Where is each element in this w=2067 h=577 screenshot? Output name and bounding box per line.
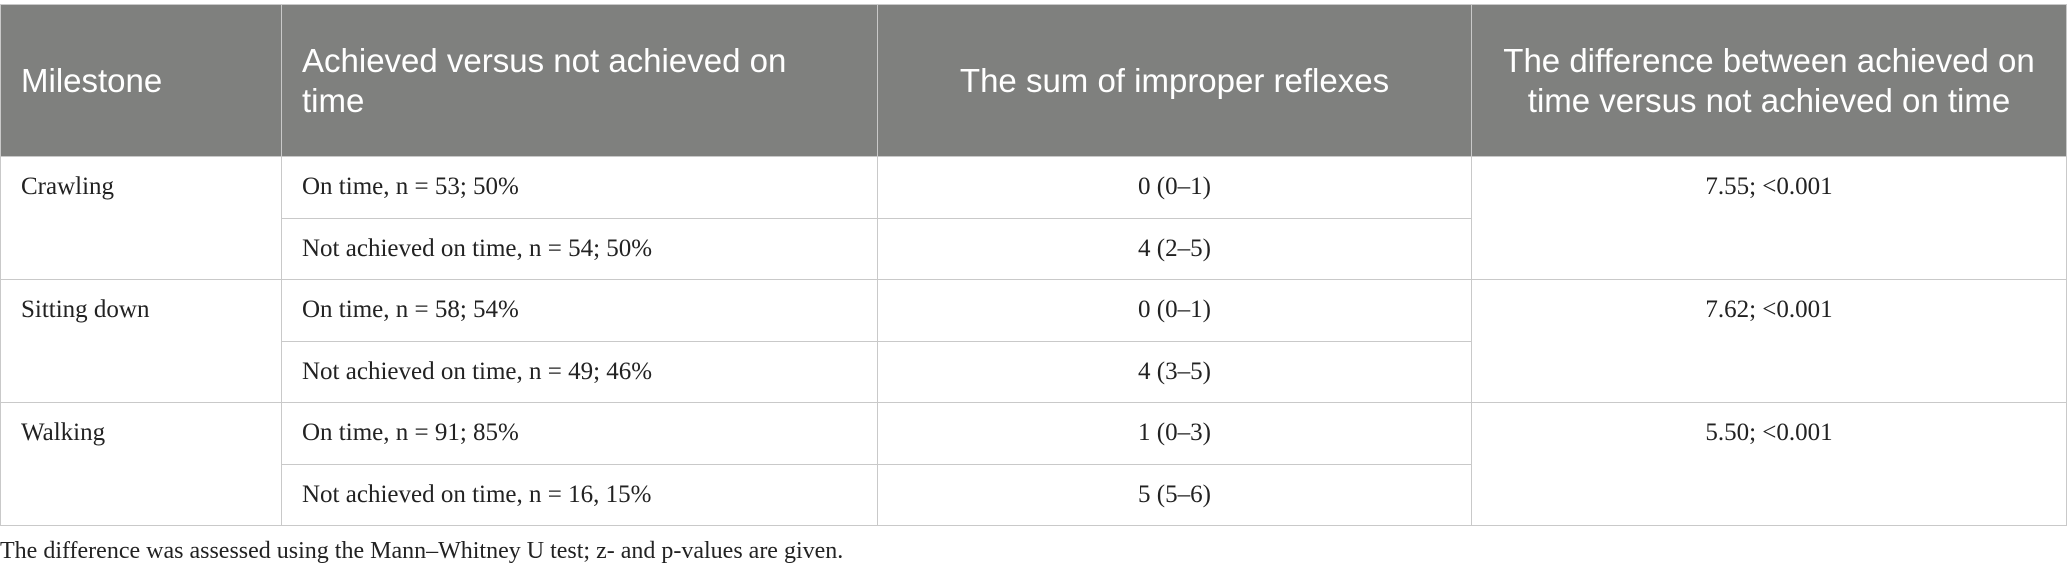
header-cell: Achieved versus not achieved on time [281, 4, 878, 157]
sum-cell: 0 (0–1) [877, 279, 1472, 342]
footnote: The difference was assessed using the Ma… [0, 538, 844, 564]
results-table: Milestone Achieved versus not achieved on… [0, 4, 2067, 526]
sum-cell: 5 (5–6) [877, 463, 1472, 526]
sum-cell: 1 (0–3) [877, 402, 1472, 465]
header-cell: Milestone [0, 4, 282, 157]
status-cell: On time, n = 53; 50% [281, 156, 878, 219]
status-cell: Not achieved on time, n = 54; 50% [281, 217, 878, 280]
table-body: Crawling On time, n = 53; 50% 0 (0–1) 7.55;… [0, 156, 2067, 526]
milestone-cell: Crawling [0, 156, 282, 280]
table-row: Walking On time, n = 91; 85% 1 (0–3) 5.50; … [0, 402, 2067, 526]
difference-cell: 7.62; <0.001 [1471, 279, 2067, 403]
table-row: Not achieved on time, n = 54; 50% 4 (2–5) [1, 217, 2067, 280]
sum-cell: 4 (3–5) [877, 340, 1472, 403]
difference-cell: 5.50; <0.001 [1471, 402, 2067, 526]
difference-cell: 7.55; <0.001 [1471, 156, 2067, 280]
header-cell: The difference between achieved on time … [1471, 4, 2067, 157]
status-cell: On time, n = 58; 54% [281, 279, 878, 342]
milestone-cell: Sitting down [0, 279, 282, 403]
header-cell: The sum of improper reflexes [877, 4, 1472, 157]
status-cell: On time, n = 91; 85% [281, 402, 878, 465]
status-cell: Not achieved on time, n = 49; 46% [281, 340, 878, 403]
table-row: Not achieved on time, n = 16, 15% 5 (5–6) [1, 463, 2067, 526]
table-row: Sitting down On time, n = 58; 54% 0 (0–1) 7… [0, 279, 2067, 403]
sum-cell: 4 (2–5) [877, 217, 1472, 280]
sum-cell: 0 (0–1) [877, 156, 1472, 219]
milestone-cell: Walking [0, 402, 282, 526]
header-row: Milestone Achieved versus not achieved on… [0, 4, 2067, 157]
table-row: Crawling On time, n = 53; 50% 0 (0–1) 7.55;… [0, 156, 2067, 280]
status-cell: Not achieved on time, n = 16, 15% [281, 463, 878, 526]
